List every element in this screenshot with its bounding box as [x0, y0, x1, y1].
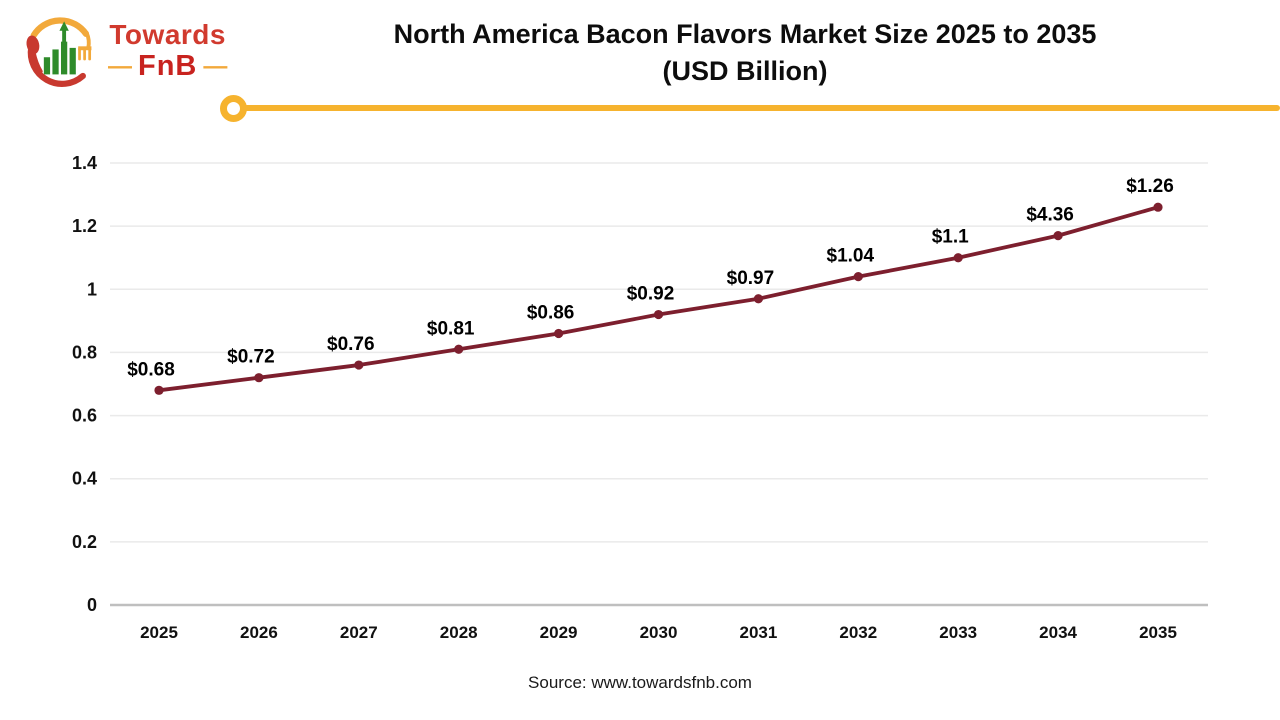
y-tick-label: 0.6 — [72, 406, 97, 426]
data-point — [254, 373, 264, 383]
logo-red-arc — [27, 43, 86, 88]
data-point-label: $1.04 — [827, 246, 875, 267]
data-point — [753, 294, 764, 304]
x-axis-label: 2032 — [839, 623, 877, 642]
data-point-label: $1.1 — [932, 227, 969, 248]
data-point — [653, 309, 664, 320]
logo-dash-right: — — [203, 52, 228, 80]
data-point-label: $0.81 — [427, 318, 475, 339]
x-axis-label: 2025 — [140, 623, 178, 642]
x-axis-label: 2026 — [240, 623, 278, 642]
chart-title: North America Bacon Flavors Market Size … — [210, 16, 1280, 91]
x-axis-label: 2027 — [340, 623, 378, 642]
data-point — [554, 328, 564, 339]
y-tick-label: 0 — [87, 595, 97, 615]
data-point — [354, 360, 364, 370]
x-axis-label: 2030 — [640, 623, 678, 642]
y-tick-label: 1.4 — [72, 153, 97, 173]
logo-text: Towards — FnB — — [108, 20, 227, 82]
logo-brand-fnb: FnB — [138, 50, 198, 83]
x-axis-label: 2034 — [1039, 623, 1077, 642]
logo-brand-bottom: — FnB — — [108, 50, 228, 83]
y-tick-label: 1 — [87, 279, 97, 299]
divider-circle-icon — [220, 95, 247, 122]
data-point — [853, 272, 863, 282]
growth-bars-icon — [43, 21, 76, 75]
logo-yellow-arc — [30, 17, 90, 39]
logo-dash-left: — — [108, 52, 132, 80]
data-point-label: $1.26 — [1126, 176, 1174, 197]
x-axis-label: 2029 — [540, 623, 578, 642]
data-point — [1153, 202, 1163, 212]
data-point — [454, 344, 464, 354]
y-tick-label: 0.2 — [72, 532, 97, 552]
data-point-label: $0.76 — [327, 334, 375, 355]
divider-line — [244, 105, 1280, 111]
y-tick-label: 0.4 — [72, 469, 97, 489]
source-note: Source: www.towardsfnb.com — [528, 673, 752, 692]
fork-icon — [78, 31, 92, 61]
y-tick-label: 0.8 — [72, 342, 97, 362]
y-tick-label: 1.2 — [72, 216, 97, 236]
chart-title-line1: North America Bacon Flavors Market Size … — [393, 19, 1097, 49]
data-point — [953, 253, 963, 263]
logo-brand-top: Towards — [109, 19, 226, 51]
x-axis-label: 2033 — [939, 623, 977, 642]
data-point-label: $0.97 — [727, 268, 775, 289]
data-point-label: $0.92 — [627, 284, 675, 305]
data-point-label: $0.86 — [527, 302, 575, 323]
towardsfnb-logo: Towards — FnB — — [22, 12, 227, 90]
towardsfnb-logo-icon — [26, 17, 92, 88]
data-point — [1053, 231, 1063, 241]
x-axis-label: 2028 — [440, 623, 478, 642]
data-point — [154, 385, 164, 395]
data-point-label: $0.68 — [127, 359, 175, 380]
x-axis-label: 2031 — [739, 623, 777, 642]
spoon-icon — [26, 35, 43, 74]
x-axis-label: 2035 — [1139, 623, 1177, 642]
chart-title-line2: (USD Billion) — [662, 56, 828, 87]
data-point-label: $4.36 — [1026, 205, 1074, 226]
data-point-label: $0.72 — [227, 347, 275, 368]
